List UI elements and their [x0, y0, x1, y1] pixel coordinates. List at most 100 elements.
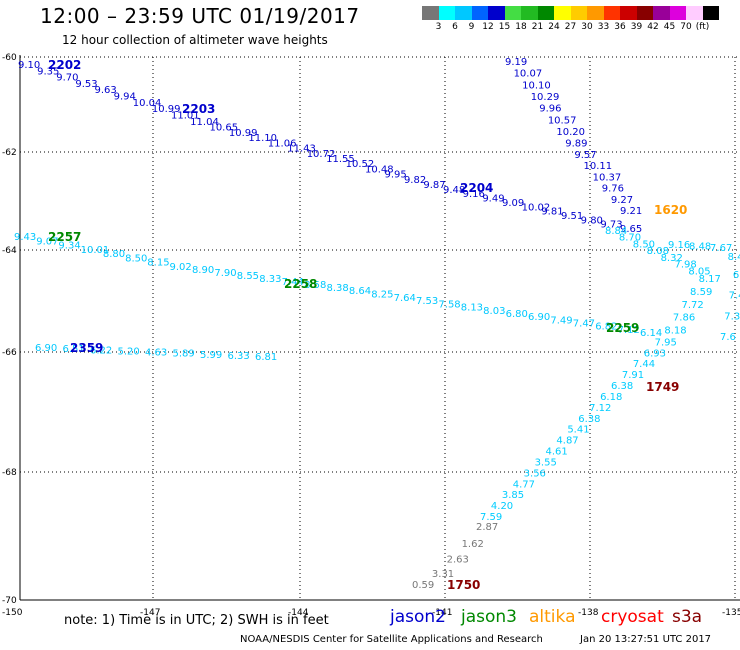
- cryosat-swh-value: 7.98: [674, 260, 696, 271]
- jason2-swh-value: 10.99: [152, 104, 181, 115]
- jason2-swh-value: 9.73: [600, 220, 622, 231]
- lat-tick-label: -60: [2, 53, 17, 63]
- jason2-swh-value: 10.37: [593, 172, 622, 183]
- cryosat-swh-value: 6.38: [611, 381, 633, 392]
- cryosat-swh-value: 3.55: [535, 457, 557, 468]
- cryosat-swh-value: 8.18: [664, 325, 686, 336]
- jason2-swh-value: 10.99: [229, 128, 258, 139]
- cryosat-swh-value: 7.12: [589, 403, 611, 414]
- jason3-swh-value: 7.53: [416, 296, 438, 307]
- jason2-swh-value: 9.10: [18, 60, 40, 71]
- color-swatch: [669, 6, 686, 20]
- legend-altika: altika: [529, 607, 576, 627]
- jason3-swh-value: 6.33: [228, 351, 250, 362]
- jason3-swh-value: 5.99: [200, 350, 222, 361]
- lon-tick-label: -138: [578, 608, 599, 618]
- footer-credit: NOAA/NESDIS Center for Satellite Applica…: [240, 634, 543, 645]
- s3a-swh-value: 2.63: [447, 554, 469, 565]
- color-scale-label: 30: [581, 22, 593, 32]
- jason3-swh-value: 8.50: [125, 253, 147, 264]
- jason2-swh-value: 10.10: [522, 80, 551, 91]
- cryosat-time-label: 1749: [646, 380, 679, 394]
- jason2-swh-value: 10.02: [522, 202, 551, 213]
- jason3-swh-value: 8.33: [259, 274, 281, 285]
- jason2-swh-value: 11.43: [287, 144, 316, 155]
- legend-jason3: jason3: [461, 607, 517, 627]
- east-swh-value: 9.16: [668, 240, 690, 251]
- cryosat-swh-value: 7.91: [622, 370, 644, 381]
- cryosat-swh-value: 6.18: [600, 392, 622, 403]
- jason2-swh-value: 9.09: [502, 198, 524, 209]
- jason2-swh-value: 9.21: [620, 206, 642, 217]
- east-swh-value: 7.31: [724, 311, 740, 322]
- jason2-swh-value: 9.57: [574, 150, 596, 161]
- jason3-swh-value: 5.20: [118, 346, 140, 357]
- jason3-swh-value: 8.64: [349, 286, 371, 297]
- east-swh-value: 8.48: [689, 242, 711, 253]
- jason2-swh-value: 9.48: [443, 185, 465, 196]
- lon-tick-label: -135: [722, 608, 740, 618]
- cryosat-swh-value: 7.72: [681, 300, 703, 311]
- jason3-swh-value: 8.38: [326, 283, 348, 294]
- color-swatch: [570, 6, 587, 20]
- jason3-swh-value: 6.82: [595, 322, 617, 333]
- jason3-time-label: 2257: [48, 230, 81, 244]
- jason2-swh-value: 10.48: [365, 164, 394, 175]
- jason3-swh-value: 7.47: [573, 319, 595, 330]
- jason2-swh-value: 10.29: [531, 92, 560, 103]
- cryosat-swh-value: 8.84: [605, 226, 627, 237]
- lat-tick-label: -64: [2, 246, 17, 256]
- east-swh-value: 6.93: [733, 270, 740, 281]
- jason2-swh-value: 9.70: [56, 73, 78, 84]
- jason3-swh-value: 9.43: [14, 232, 36, 243]
- jason3-swh-value: 8.58: [304, 280, 326, 291]
- cryosat-swh-value: 7.44: [633, 359, 655, 370]
- lat-tick-label: -66: [2, 348, 17, 358]
- jason2-time-label: 2203: [182, 102, 215, 116]
- jason3-swh-value: 6.51: [63, 344, 85, 355]
- color-swatch: [653, 6, 670, 20]
- jason2-swh-value: 11.04: [190, 117, 219, 128]
- color-scale-label: 21: [531, 22, 544, 32]
- jason3-swh-value: 6.90: [528, 312, 550, 323]
- cryosat-swh-value: 4.20: [491, 501, 513, 512]
- color-swatch: [438, 6, 455, 20]
- color-swatch: [504, 6, 521, 20]
- s3a-time-label: 1750: [447, 578, 480, 592]
- s3a-swh-value: 1.62: [462, 539, 484, 550]
- cryosat-swh-value: 8.59: [690, 287, 712, 298]
- jason2-swh-value: 9.19: [505, 57, 527, 68]
- jason2-swh-value: 9.81: [541, 207, 563, 218]
- color-swatch: [636, 6, 653, 20]
- lat-tick-label: -62: [2, 148, 17, 158]
- jason3-swh-value: 6.22: [90, 345, 112, 356]
- cryosat-swh-value: 8.08: [647, 246, 669, 257]
- color-swatch: [554, 6, 571, 20]
- color-scale-label: 42: [647, 22, 659, 32]
- jason3-swh-value: 6.81: [255, 352, 277, 363]
- jason3-swh-value: 7.44: [282, 277, 304, 288]
- jason3-swh-value: 8.90: [192, 265, 214, 276]
- jason2-swh-value: 9.82: [404, 175, 426, 186]
- color-scale-label: 9: [468, 22, 475, 32]
- jason3-swh-value: 9.02: [170, 262, 192, 273]
- jason2-swh-value: 10.52: [346, 159, 375, 170]
- lon-tick-label: -144: [288, 608, 309, 618]
- jason2-swh-value: 10.57: [548, 115, 577, 126]
- jason2-swh-value: 11.01: [171, 110, 200, 121]
- jason3-swh-value: 8.15: [147, 258, 169, 269]
- jason3-swh-value: 8.55: [237, 271, 259, 282]
- jason3-swh-value: 8.80: [103, 249, 125, 260]
- color-scale-labels: 3 6 9 12 15 18 21 24 27 30 33 36 39 42 45 70 (ft): [422, 22, 740, 34]
- cryosat-swh-value: 4.77: [513, 479, 535, 490]
- color-scale-label: 39: [630, 22, 643, 32]
- color-scale-label: 24: [548, 22, 560, 32]
- color-scale-label: 27: [564, 22, 577, 32]
- color-swatch: [686, 6, 703, 20]
- jason3-swh-value: 7.12: [618, 325, 640, 336]
- s3a-swh-value: 3.31: [432, 569, 454, 580]
- jason2-swh-value: 10.11: [584, 161, 613, 172]
- jason3-swh-value: 6.14: [640, 328, 662, 339]
- jason3-swh-value: 8.03: [483, 306, 505, 317]
- jason3-swh-value: 9.07: [36, 236, 58, 247]
